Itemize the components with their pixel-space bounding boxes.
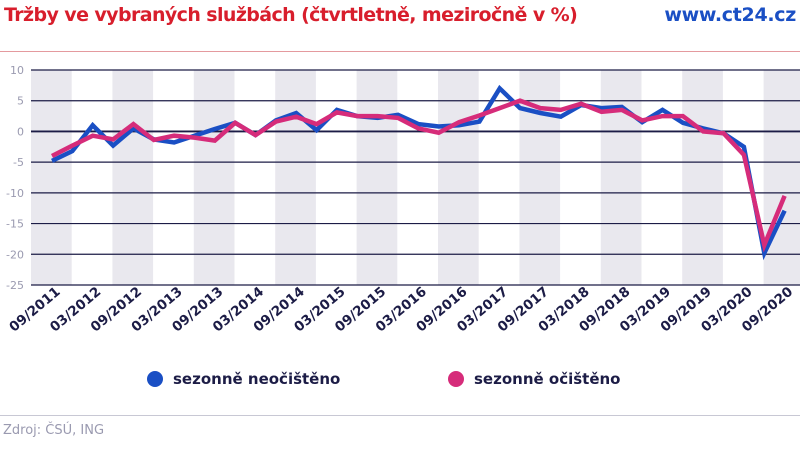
legend-label: sezonně neočištěno (173, 370, 341, 388)
y-tick-label: 10 (10, 64, 24, 77)
background-band (600, 70, 642, 285)
brand-link[interactable]: www.ct24.cz (664, 4, 796, 26)
background-band (31, 70, 72, 285)
series-line-2 (50, 98, 787, 253)
legend-marker-icon (448, 371, 464, 387)
source-note: Zdroj: ČSÚ, ING (3, 423, 105, 438)
background-band (356, 70, 398, 285)
y-tick-label: -15 (6, 218, 24, 231)
background-band (438, 70, 479, 285)
header-divider (0, 51, 800, 52)
legend-item-series-2: sezonně očištěno (448, 370, 620, 388)
background-band (112, 70, 154, 285)
legend-marker-icon (147, 371, 163, 387)
background-band (763, 70, 800, 285)
y-tick-label: -10 (6, 187, 24, 200)
y-tick-label: -20 (6, 248, 24, 261)
chart-title: Tržby ve vybraných službách (čtvrtletně,… (4, 4, 578, 26)
y-tick-label: 0 (17, 125, 24, 138)
y-tick-label: 5 (17, 95, 24, 108)
footer-divider (0, 415, 800, 416)
legend-label: sezonně očištěno (474, 370, 621, 388)
series-line-1 (51, 84, 787, 261)
legend-item-series-1: sezonně neočištěno (147, 370, 340, 388)
y-tick-label: -5 (13, 156, 24, 169)
background-band (275, 70, 316, 285)
background-band (193, 70, 235, 285)
background-band (682, 70, 723, 285)
y-tick-label: -25 (6, 279, 24, 292)
